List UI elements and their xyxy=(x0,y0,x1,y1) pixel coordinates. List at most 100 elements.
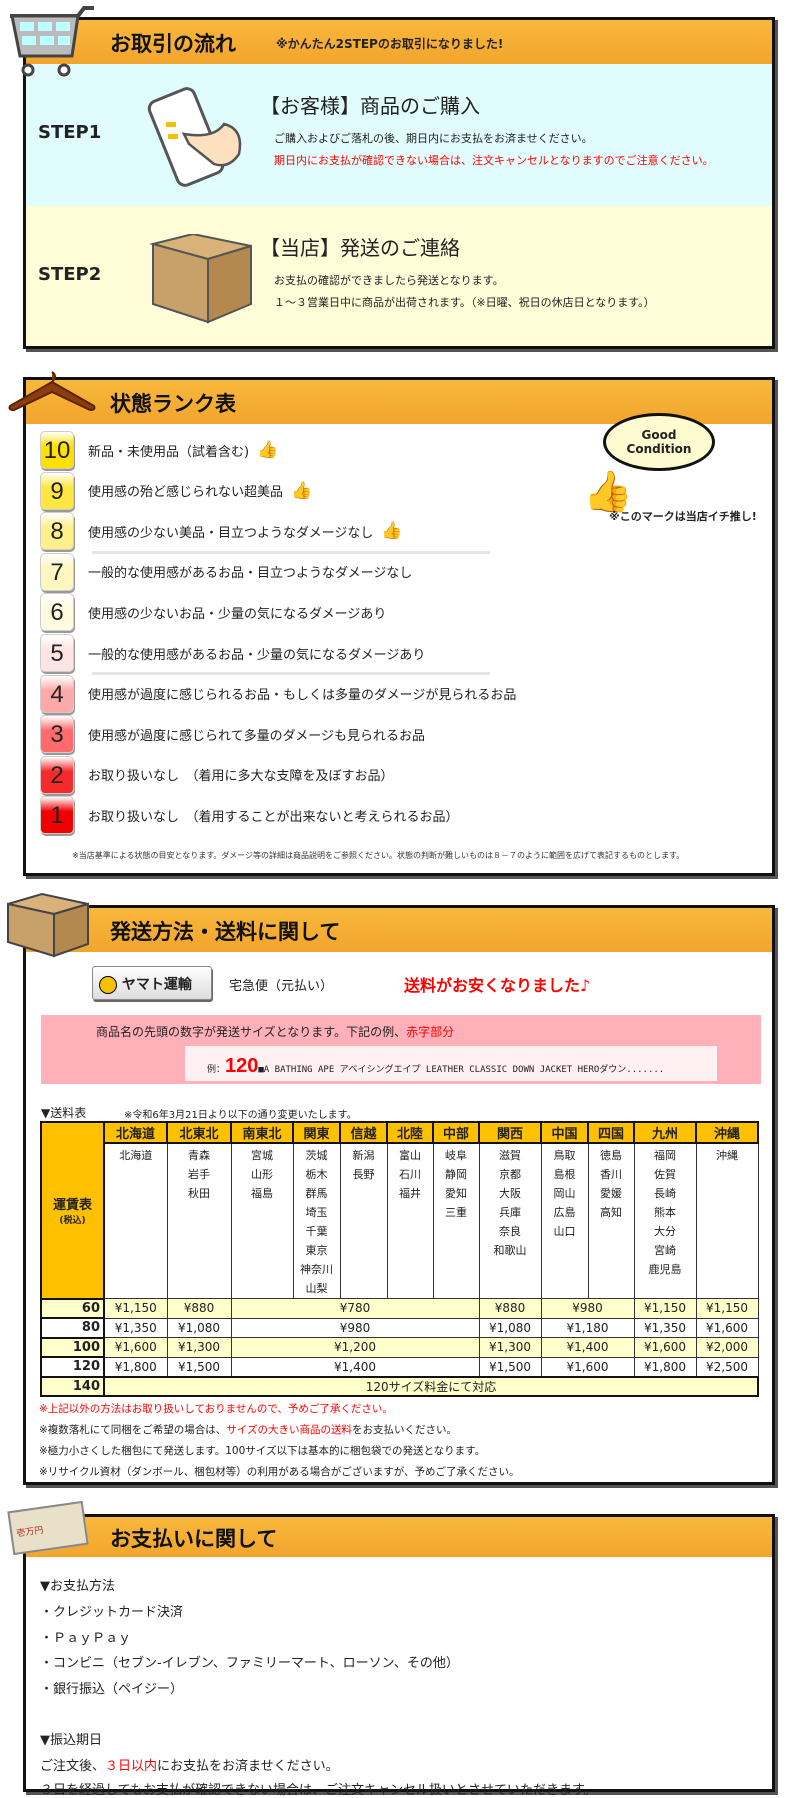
step2: STEP2 【当店】発送のご連絡 お支払の確認ができましたら発送となります。 １… xyxy=(26,206,772,346)
prefecture: 佐賀 xyxy=(654,1168,676,1181)
rank-description: 使用感の殆ど感じられない超美品 xyxy=(88,485,284,501)
section-subtitle: ※かんたん2STEPのお取引になりました! xyxy=(276,37,504,51)
rank-badge: 3 xyxy=(40,715,74,754)
prefecture-list: 徳島 香川 愛媛 高知 xyxy=(587,1142,635,1299)
prefecture: 岐阜 xyxy=(445,1149,467,1162)
region-header: 中国 xyxy=(540,1121,589,1144)
price-cell: ¥1,350 xyxy=(633,1317,697,1338)
price-cell: ¥2,500 xyxy=(695,1356,759,1377)
size-cell: 120 xyxy=(40,1356,105,1378)
prefecture: 北海道 xyxy=(119,1149,153,1162)
prefecture: 栃木 xyxy=(305,1168,328,1181)
corner-label: 運賃表 xyxy=(52,1198,92,1214)
note-text: ※上記以外の方法はお取り扱いしておりませんので、予めご了承ください。 xyxy=(39,1403,393,1415)
size-note-red: 赤字部分 xyxy=(406,1025,455,1039)
size-cell: 80 xyxy=(40,1317,105,1339)
step-text: １～３営業日中に商品が出荷されます。（※日曜、祝日の休店日となります。） xyxy=(274,296,655,309)
prefecture: 富山 xyxy=(399,1149,421,1162)
shipping-note: ※上記以外の方法はお取り扱いしておりませんので、予めご了承ください。 xyxy=(39,1401,393,1416)
price-cell: ¥1,180 xyxy=(540,1317,635,1338)
prefecture: 和歌山 xyxy=(493,1244,527,1257)
deadline-text: ご注文後、 xyxy=(40,1759,106,1774)
prefecture-list: 新潟 長野 xyxy=(339,1142,388,1299)
rank-row: 2 お取り扱いなし （着用に多大な支障を及ぼすお品） xyxy=(40,755,394,794)
prefecture: 広島 xyxy=(553,1206,576,1219)
size-cell: 60 xyxy=(40,1297,105,1319)
prefecture: 群馬 xyxy=(305,1187,328,1200)
prefecture: 香川 xyxy=(600,1168,622,1181)
rank-row: 9 使用感の殆ど感じられない超美品 👍 xyxy=(40,471,312,510)
shipping-rate-table: 運賃表 (税込) 北海道 北東北 南東北 関東 信越 北陸 中部 関西 中国 四国 九州 沖縄 北海道 青森岩… xyxy=(40,1121,759,1397)
rank-badge: 4 xyxy=(40,674,74,713)
price-cell: ¥1,150 xyxy=(103,1298,168,1319)
thumbs-up-icon: 👍 xyxy=(583,469,633,515)
prefecture: 岡山 xyxy=(553,1187,576,1200)
price-cell: ¥880 xyxy=(478,1298,542,1319)
price-cell: ¥1,600 xyxy=(540,1356,635,1377)
section-header: お取引の流れ ※かんたん2STEPのお取引になりました! xyxy=(26,20,772,64)
prefecture: 鹿児島 xyxy=(648,1263,682,1276)
price-cell: ¥1,500 xyxy=(478,1356,542,1377)
region-header: 沖縄 xyxy=(695,1121,759,1144)
payment-method: ・ＰａｙＰａｙ xyxy=(40,1630,132,1646)
step-heading: 【当店】発送のご連絡 xyxy=(260,236,460,260)
rank-row: 3 使用感が過度に感じられて多量のダメージも見られるお品 xyxy=(40,715,425,754)
prefecture: 三重 xyxy=(445,1206,467,1219)
prefecture-list: 青森 岩手 秋田 xyxy=(166,1142,232,1299)
price-cell: ¥1,600 xyxy=(633,1337,697,1358)
prefecture: 神奈川 xyxy=(300,1263,333,1276)
rank-badge: 10 xyxy=(40,431,74,469)
step1: STEP1 【お客様】商品のご購入 ご購入およびご落札の後、期日内にお支払をお済… xyxy=(26,64,772,206)
region-header: 信越 xyxy=(339,1121,388,1144)
prefecture: 山形 xyxy=(251,1168,273,1181)
region-header: 九州 xyxy=(633,1121,697,1144)
region-header: 四国 xyxy=(587,1121,635,1144)
price-cell: ¥880 xyxy=(166,1298,232,1319)
example-title: ■A BATHING APE アベイシングエイプ LEATHER CLASSIC… xyxy=(258,1065,665,1075)
price-cell: ¥1,150 xyxy=(633,1298,697,1319)
size-cell: 140 xyxy=(40,1375,105,1397)
size-cell: 100 xyxy=(40,1336,105,1358)
step-label: STEP2 xyxy=(38,264,102,285)
size-note-box: 商品名の先頭の数字が発送サイズとなります。下記の例、赤字部分 例：120■A B… xyxy=(41,1015,761,1084)
shipping-section: 発送方法・送料に関して ヤマト運輸 宅急便（元払い） 送料がお安くなりました♪ … xyxy=(23,905,775,1485)
prefecture: 福島 xyxy=(251,1187,273,1200)
section-header: お支払いに関して xyxy=(26,1517,772,1557)
rank-description: 使用感が過度に感じられて多量のダメージも見られるお品 xyxy=(88,728,425,744)
cardboard-box-icon xyxy=(149,234,252,324)
divider xyxy=(92,672,490,675)
prefecture: 新潟 xyxy=(352,1149,375,1162)
prefecture: 滋賀 xyxy=(499,1149,521,1162)
rank-description: 新品・未使用品（試着含む) xyxy=(88,444,250,460)
price-cell: ¥1,800 xyxy=(103,1356,168,1377)
prefecture: 茨城 xyxy=(305,1149,328,1162)
section-header: 発送方法・送料に関して xyxy=(26,908,772,952)
section-title: 状態ランク表 xyxy=(110,392,236,416)
prefecture: 岩手 xyxy=(188,1168,210,1181)
rank-description: 使用感の少ないお品・少量の気になるダメージあり xyxy=(88,606,387,622)
price-cell: ¥1,400 xyxy=(540,1337,635,1358)
black-cat-icon xyxy=(99,976,117,994)
step-label: STEP1 xyxy=(38,122,102,143)
rate-row: 120 ¥1,800 ¥1,500 ¥1,400 ¥1,500 ¥1,600 ¥1,800 ¥… xyxy=(40,1356,759,1378)
promo-text: 送料がお安くなりました♪ xyxy=(404,976,591,995)
price-cell: ¥1,500 xyxy=(166,1356,232,1377)
shipping-method: 宅急便（元払い） xyxy=(229,979,334,994)
rank-badge: 9 xyxy=(40,471,74,510)
prefecture: 山口 xyxy=(553,1225,576,1238)
prefecture: 大分 xyxy=(654,1225,676,1238)
rank-row: 1 お取り扱いなし （着用することが出来ないと考えられるお品） xyxy=(40,796,459,835)
step-text: ご購入およびご落札の後、期日内にお支払をお済ませください。 xyxy=(274,132,593,145)
prefecture: 宮崎 xyxy=(654,1244,676,1257)
yamato-logo: ヤマト運輸 xyxy=(92,966,212,1000)
prefecture: 埼玉 xyxy=(305,1206,328,1219)
shopping-cart-icon xyxy=(10,6,94,77)
rank-badge: 8 xyxy=(40,512,74,551)
prefecture: 石川 xyxy=(399,1168,421,1181)
rank-badge: 2 xyxy=(40,755,74,794)
thumbs-up-icon: 👍 xyxy=(257,440,279,460)
prefecture-list: 岐阜 静岡 愛知 三重 xyxy=(432,1142,480,1299)
section-title: 発送方法・送料に関して xyxy=(110,920,341,944)
prefecture-list: 沖縄 xyxy=(695,1142,759,1299)
rate-table-corner: 運賃表 (税込) xyxy=(40,1121,105,1300)
